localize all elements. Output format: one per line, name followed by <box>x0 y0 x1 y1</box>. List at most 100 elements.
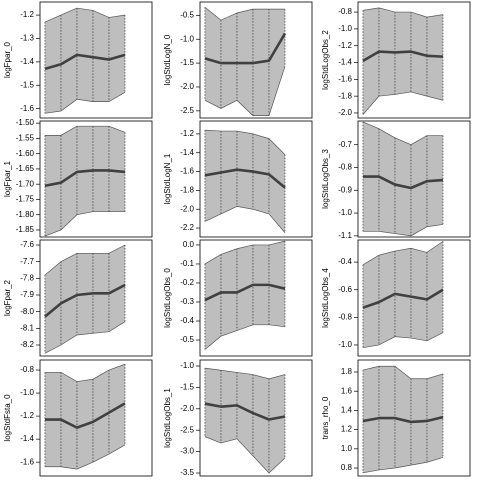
lower-line <box>362 91 444 115</box>
lower-line <box>362 457 444 474</box>
band-fill <box>204 368 285 474</box>
y-tick-label: 0.0 <box>183 240 195 249</box>
median-line <box>44 283 126 318</box>
upper-line <box>204 6 285 21</box>
y-tick-label: -0.3 <box>180 297 194 306</box>
median-line <box>204 283 286 302</box>
upper-line <box>44 125 126 136</box>
y-axis-label: logStdLogObs_0 <box>163 268 172 328</box>
band-fill <box>362 121 443 236</box>
y-tick-label: -0.8 <box>338 312 352 321</box>
y-tick-label: -0.9 <box>338 185 352 194</box>
y-tick-label: -8.0 <box>20 307 34 316</box>
panel-frame <box>39 359 153 477</box>
y-tick-label: -1.2 <box>20 411 34 420</box>
y-tick-label: -7.7 <box>20 257 34 266</box>
y-tick-label: -3.5 <box>180 468 194 477</box>
y-tick-label: -1.0 <box>338 340 352 349</box>
y-tick-label: -1.6 <box>20 104 34 113</box>
panel-frame <box>199 239 313 357</box>
band-fill <box>44 126 125 237</box>
y-axis-label: logFpar_0 <box>3 41 12 78</box>
upper-line <box>362 121 443 146</box>
band-fill <box>204 130 285 233</box>
y-tick-label: -1.2 <box>338 41 352 50</box>
panel-frame <box>39 1 153 119</box>
y-tick-label: -1.0 <box>20 388 34 397</box>
y-tick-label: -1.4 <box>20 57 34 66</box>
lower-line <box>204 206 286 233</box>
y-tick-label: -1.60 <box>16 149 35 158</box>
band-fill <box>362 7 443 115</box>
lower-line <box>362 332 444 349</box>
panel: -0.7 -0.8 -0.9 -1.0 -1.1 logStdLogObs_3 <box>321 120 471 240</box>
y-tick-label: -2.0 <box>180 404 194 413</box>
band-fill <box>44 245 125 354</box>
panel: -0.4 -0.6 -0.8 -1.0 logStdLogObs_4 <box>321 239 471 357</box>
y-tick-label: -1.0 <box>338 24 352 33</box>
median-line <box>44 169 126 187</box>
band-fill <box>204 7 285 116</box>
panel-frame <box>199 359 313 477</box>
median-line <box>204 402 286 421</box>
y-tick-label: -1.65 <box>16 164 35 173</box>
y-tick-label: -0.5 <box>180 10 194 19</box>
y-tick-label: -1.55 <box>16 134 35 143</box>
y-tick-label: -7.8 <box>20 273 34 282</box>
y-tick-label: 1.8 <box>341 367 353 376</box>
median-line <box>362 288 444 309</box>
y-tick-label: -2.0 <box>338 108 352 117</box>
y-tick-label: -1.8 <box>338 91 352 100</box>
y-axis-label: logStdFsta_0 <box>3 394 12 442</box>
y-tick-label: -0.5 <box>180 335 194 344</box>
y-tick-label: -0.8 <box>338 163 352 172</box>
y-tick-label: -1.6 <box>338 74 352 83</box>
upper-line <box>204 367 286 380</box>
y-tick-label: -0.1 <box>180 259 194 268</box>
y-tick-label: -2.5 <box>180 425 194 434</box>
lower-line <box>44 91 126 114</box>
y-axis-label: logFpar_1 <box>3 160 12 197</box>
y-tick-label: -1.6 <box>20 457 34 466</box>
panel: -0.8 -1.0 -1.2 -1.4 -1.6 -1.8 -2.0 logStdLogObs… <box>321 1 471 119</box>
y-axis-label: trans_rho_0 <box>321 396 330 439</box>
y-tick-label: -1.6 <box>180 167 194 176</box>
y-tick-label: -2.2 <box>180 223 194 232</box>
band-fill <box>44 364 125 470</box>
y-tick-label: -1.80 <box>16 210 35 219</box>
median-line <box>204 32 287 65</box>
y-axis-label: logStdLogObs_1 <box>163 388 172 448</box>
lower-line <box>362 224 444 237</box>
median-line <box>204 168 286 189</box>
y-tick-label: 1.4 <box>341 406 353 415</box>
panel: -0.8 -1.0 -1.2 -1.4 -1.6 logStdFsta_0 <box>3 359 153 477</box>
lower-line <box>204 324 286 350</box>
upper-line <box>44 7 126 23</box>
y-tick-label: 0.8 <box>341 463 353 472</box>
panel: -1.0 -1.5 -2.0 -2.5 -3.0 -3.5 logStdLogObs_1 <box>163 359 313 477</box>
y-tick-label: -8.1 <box>20 323 34 332</box>
panel-frame <box>39 239 153 357</box>
band-fill <box>204 241 285 350</box>
y-tick-label: 1.2 <box>341 425 353 434</box>
median-line <box>362 175 444 190</box>
panel-frame <box>357 359 471 477</box>
y-axis-label: logStdLogN_0 <box>163 34 172 85</box>
panel: -1.2 -1.4 -1.6 -1.8 -2.0 -2.2 logStdLogN_1 <box>163 120 313 238</box>
y-tick-label: -1.4 <box>180 148 194 157</box>
y-tick-label: 1.0 <box>341 444 353 453</box>
panel: -0.5 -1.0 -1.5 -2.0 -2.5 logStdLogN_0 <box>163 1 313 119</box>
panel-frame <box>199 120 313 238</box>
y-tick-label: -2.0 <box>180 82 194 91</box>
panel: 0.0 -0.1 -0.2 -0.3 -0.4 -0.5 logStdLogObs_0 <box>163 239 313 357</box>
upper-line <box>362 241 444 266</box>
y-tick-label: -2.0 <box>180 204 194 213</box>
upper-line <box>204 240 286 265</box>
upper-line <box>44 363 126 382</box>
panel-frame <box>199 1 313 119</box>
y-tick-label: -1.5 <box>180 58 194 67</box>
lower-line <box>44 444 126 470</box>
y-tick-label: -1.50 <box>16 118 35 127</box>
y-axis-label: logStdLogN_1 <box>163 153 172 204</box>
median-line <box>44 53 126 71</box>
